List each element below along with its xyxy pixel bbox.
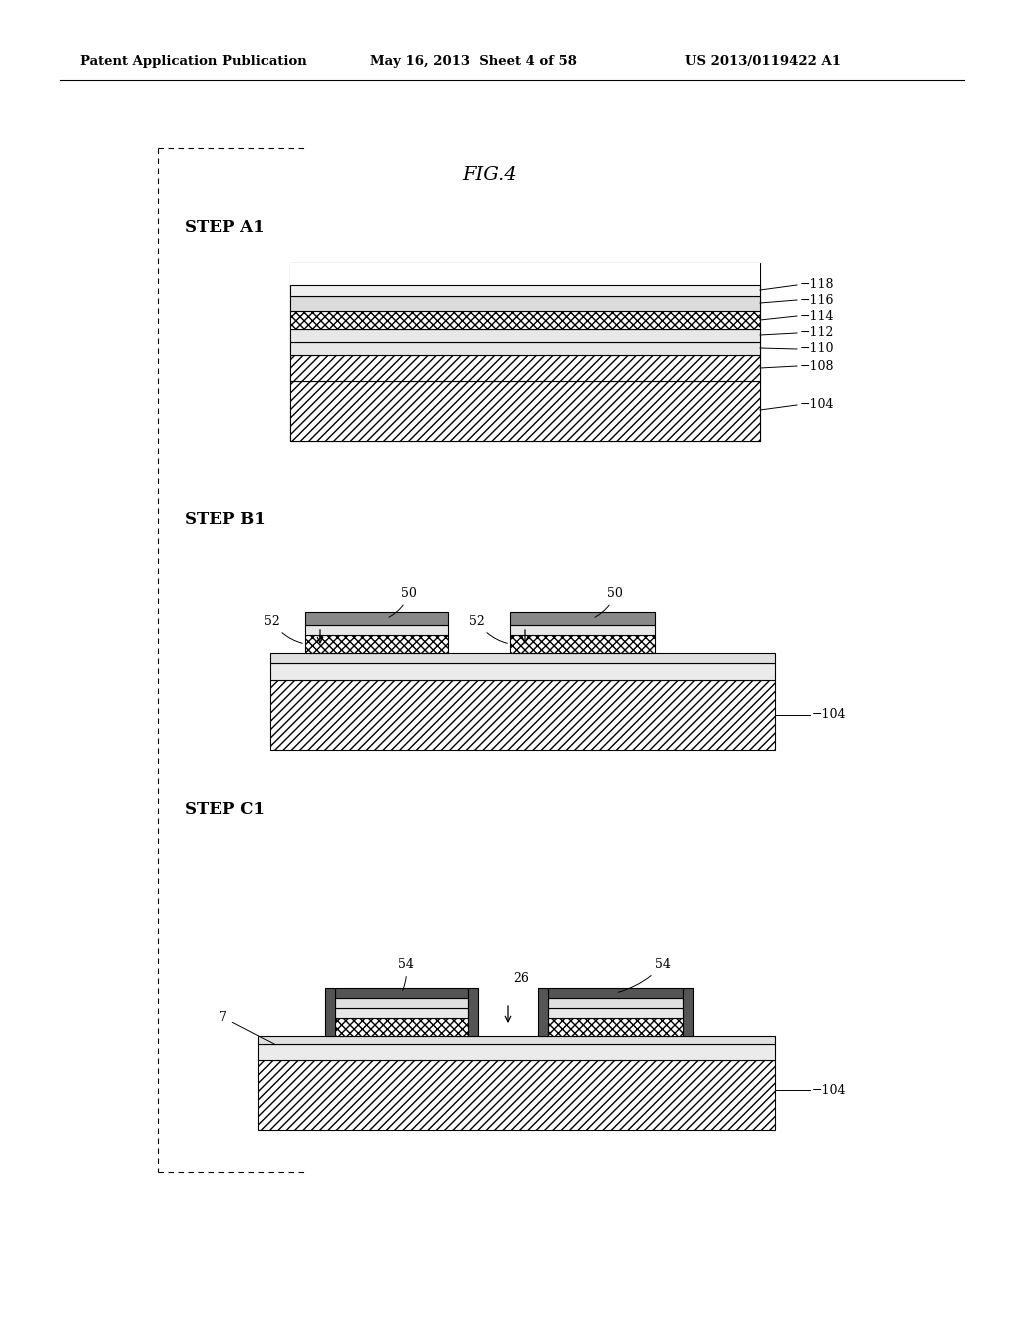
- Text: −116: −116: [800, 293, 835, 306]
- Bar: [290, 308, 760, 318]
- Bar: [683, 987, 693, 1036]
- Bar: [270, 653, 775, 663]
- Text: US 2013/0119422 A1: US 2013/0119422 A1: [685, 55, 841, 69]
- Text: 26: 26: [513, 972, 528, 985]
- Text: −114: −114: [800, 309, 835, 322]
- Text: STEP B1: STEP B1: [185, 511, 266, 528]
- Bar: [290, 289, 760, 308]
- Bar: [548, 1008, 683, 1018]
- Bar: [335, 987, 468, 998]
- Text: −110: −110: [800, 342, 835, 355]
- Text: May 16, 2013  Sheet 4 of 58: May 16, 2013 Sheet 4 of 58: [370, 55, 577, 69]
- Bar: [335, 998, 468, 1008]
- Text: 50: 50: [595, 587, 624, 618]
- Bar: [258, 1044, 775, 1060]
- Text: STEP C1: STEP C1: [185, 801, 265, 818]
- Bar: [335, 1008, 468, 1018]
- Text: 52: 52: [469, 615, 507, 643]
- Bar: [548, 987, 683, 998]
- Bar: [548, 1018, 683, 1036]
- Bar: [290, 263, 760, 441]
- Bar: [290, 331, 760, 381]
- Bar: [325, 987, 335, 1036]
- Bar: [305, 624, 449, 635]
- Text: −104: −104: [800, 399, 835, 412]
- Text: 7: 7: [219, 1011, 275, 1044]
- Bar: [290, 381, 760, 441]
- Bar: [290, 285, 760, 296]
- Bar: [548, 998, 683, 1008]
- Text: 54: 54: [618, 958, 671, 993]
- Text: 52: 52: [264, 615, 302, 643]
- Bar: [538, 987, 548, 1036]
- Bar: [305, 635, 449, 653]
- Bar: [290, 329, 760, 342]
- Text: −118: −118: [800, 279, 835, 292]
- Bar: [290, 318, 760, 331]
- Bar: [270, 663, 775, 680]
- Bar: [305, 612, 449, 624]
- Bar: [335, 1018, 468, 1036]
- Bar: [290, 381, 760, 441]
- Bar: [290, 263, 760, 275]
- Bar: [290, 296, 760, 312]
- Text: STEP A1: STEP A1: [185, 219, 264, 236]
- Text: Patent Application Publication: Patent Application Publication: [80, 55, 307, 69]
- Bar: [290, 355, 760, 381]
- Text: −108: −108: [800, 359, 835, 372]
- Bar: [510, 624, 655, 635]
- Bar: [510, 635, 655, 653]
- Text: −112: −112: [800, 326, 835, 339]
- Text: FIG.4: FIG.4: [463, 166, 517, 183]
- Bar: [270, 680, 775, 750]
- Text: −104: −104: [812, 1084, 847, 1097]
- Text: 50: 50: [389, 587, 418, 618]
- Bar: [290, 342, 760, 355]
- Bar: [290, 312, 760, 329]
- Bar: [258, 1036, 775, 1044]
- Text: 54: 54: [398, 958, 414, 990]
- Bar: [258, 1060, 775, 1130]
- Bar: [510, 612, 655, 624]
- Text: −104: −104: [812, 709, 847, 722]
- Bar: [290, 275, 760, 289]
- Bar: [468, 987, 478, 1036]
